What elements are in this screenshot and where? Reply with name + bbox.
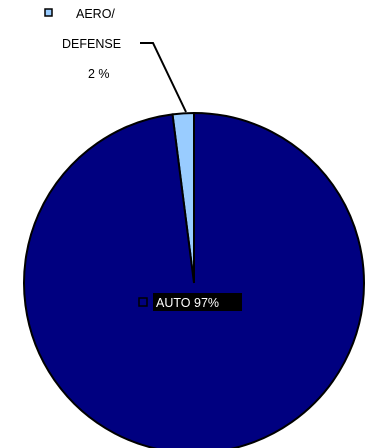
aero-defense-label-line2: DEFENSE (62, 37, 121, 51)
auto-label-background (153, 293, 242, 311)
auto-label-text: AUTO (156, 296, 191, 310)
aero-defense-label-line1: AERO/ (76, 7, 115, 21)
auto-legend-key (138, 297, 148, 307)
pie-slice-auto (23, 111, 365, 448)
aero-defense-leader-line (140, 42, 187, 113)
aero-defense-legend-key (44, 8, 53, 17)
pie-slices (23, 111, 365, 448)
aero-defense-label: AERO/ DEFENSE 2 % (44, 7, 121, 81)
auto-percent: 97% (194, 296, 219, 310)
aero-defense-percent: 2 % (88, 67, 110, 81)
auto-label: AUTO 97% (138, 293, 242, 311)
